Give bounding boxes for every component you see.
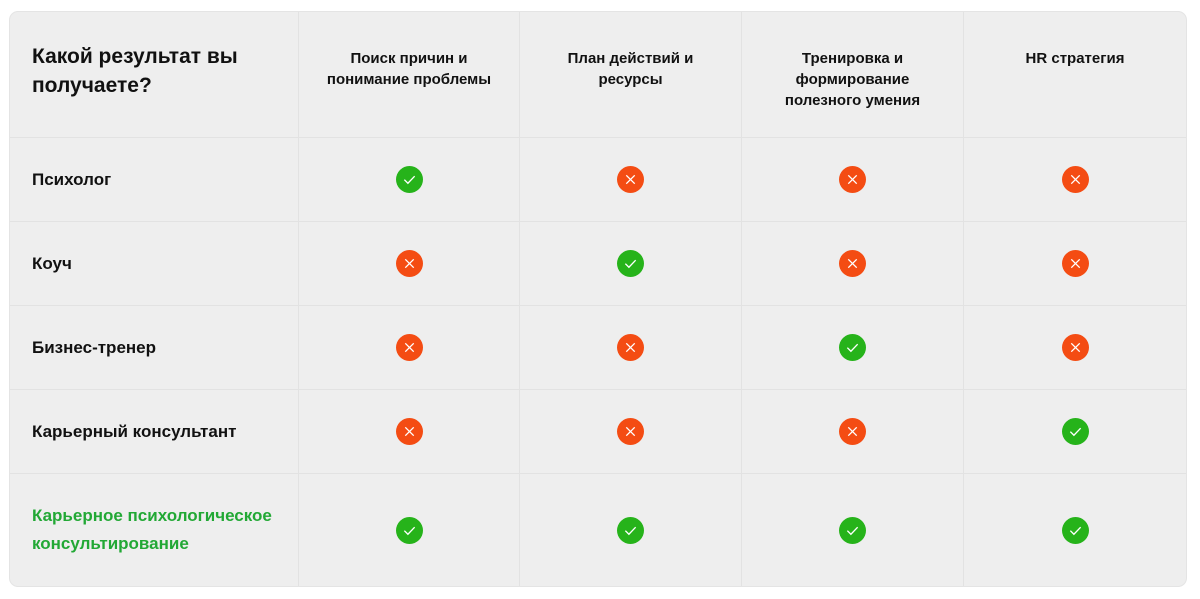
- column-header: Тренировка и формирование полезного умен…: [742, 12, 964, 138]
- cross-icon: [617, 418, 644, 445]
- table-cell: [299, 306, 520, 390]
- table-cell: [520, 222, 742, 306]
- table-cell: [520, 390, 742, 474]
- cross-icon: [839, 166, 866, 193]
- comparison-table-card: Какой результат вы получаете? Поиск прич…: [10, 12, 1186, 586]
- table-cell: [742, 222, 964, 306]
- check-icon: [1061, 516, 1089, 544]
- column-header: HR стратегия: [964, 12, 1186, 138]
- column-header: План действий и ресурсы: [520, 12, 742, 138]
- check-icon: [839, 516, 866, 544]
- table-cell: [964, 222, 1186, 306]
- table-cell: [742, 306, 964, 390]
- check-icon: [395, 516, 423, 544]
- cross-icon: [617, 166, 644, 193]
- cross-icon: [617, 334, 644, 361]
- table-cell: [742, 474, 964, 586]
- row-label: Карьерный консультант: [10, 390, 299, 474]
- table-cell: [520, 138, 742, 222]
- row-label: Карьерное психологическое консультирован…: [10, 474, 299, 586]
- table-cell: [299, 138, 520, 222]
- cross-icon: [395, 250, 423, 277]
- column-header: Поиск причин и понимание проблемы: [299, 12, 520, 138]
- check-icon: [395, 166, 423, 193]
- table-cell: [742, 138, 964, 222]
- row-label: Бизнес-тренер: [10, 306, 299, 390]
- table-cell: [964, 138, 1186, 222]
- cross-icon: [395, 334, 423, 361]
- cross-icon: [1061, 166, 1089, 193]
- row-label: Психолог: [10, 138, 299, 222]
- cross-icon: [395, 418, 423, 445]
- table-cell: [742, 390, 964, 474]
- cross-icon: [839, 418, 866, 445]
- cross-icon: [1061, 250, 1089, 277]
- cross-icon: [839, 250, 866, 277]
- row-label: Коуч: [10, 222, 299, 306]
- table-cell: [299, 390, 520, 474]
- table-cell: [964, 474, 1186, 586]
- table-cell: [299, 222, 520, 306]
- table-cell: [964, 306, 1186, 390]
- check-icon: [1061, 418, 1089, 445]
- table-cell: [964, 390, 1186, 474]
- table-cell: [520, 306, 742, 390]
- cross-icon: [1061, 334, 1089, 361]
- table-cell: [299, 474, 520, 586]
- table-title: Какой результат вы получаете?: [10, 12, 299, 138]
- check-icon: [617, 250, 644, 277]
- check-icon: [839, 334, 866, 361]
- comparison-table: Какой результат вы получаете? Поиск прич…: [10, 12, 1186, 586]
- check-icon: [617, 516, 644, 544]
- table-cell: [520, 474, 742, 586]
